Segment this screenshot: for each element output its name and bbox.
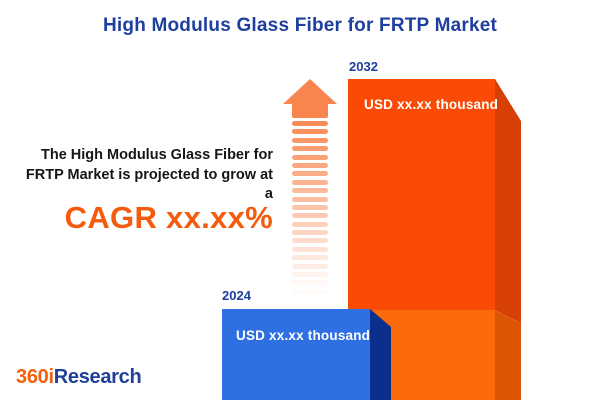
growth-arrow-dash [292, 280, 328, 286]
cagr-text: CAGR xx.xx% [64, 200, 273, 235]
growth-arrow-dash [292, 289, 328, 294]
growth-arrow-dash [292, 137, 328, 143]
bar-label-2024: 2024 [222, 288, 251, 303]
growth-arrow-dash [292, 154, 328, 160]
growth-arrow-stem [292, 102, 328, 118]
growth-arrow-dash [292, 196, 328, 202]
growth-arrow-dash [292, 121, 328, 126]
intro-text: The High Modulus Glass Fiber for FRTP Ma… [25, 147, 273, 202]
bar-value-2032: USD xx.xx thousand [364, 97, 499, 112]
bar-2032-side-upper [495, 79, 521, 323]
growth-arrow-dash [292, 171, 328, 177]
growth-arrow-dash [292, 221, 328, 227]
growth-arrow-dash [292, 230, 328, 236]
growth-arrow-dash [292, 146, 328, 152]
growth-arrow-dash [292, 204, 328, 210]
growth-arrow-dashes [292, 121, 328, 297]
growth-arrow-dash [292, 272, 328, 278]
bar-value-2024: USD xx.xx thousand [236, 328, 371, 343]
brand-logo: 360iResearch [16, 366, 142, 389]
bar-2024-side [370, 309, 391, 400]
growth-arrow-dash [292, 179, 328, 185]
growth-arrow-dash [292, 238, 328, 244]
logo-suffix: Research [53, 366, 142, 388]
growth-arrow-dash [292, 263, 328, 269]
growth-arrow-dash [292, 255, 328, 261]
growth-arrow-head-icon [283, 79, 337, 104]
logo-prefix: 360i [16, 366, 54, 388]
bar-label-2032: 2032 [349, 59, 378, 74]
bar-2032-side-lower [495, 310, 521, 400]
bar-2032-front-upper [348, 79, 495, 310]
growth-arrow-dash [292, 213, 328, 219]
growth-arrow-dash [292, 129, 328, 135]
page-title: High Modulus Glass Fiber for FRTP Market [102, 15, 498, 36]
growth-arrow-dash [292, 162, 328, 168]
growth-arrow-dash [292, 246, 328, 252]
growth-arrow-dash [292, 188, 328, 194]
bar-2024-front [222, 309, 370, 400]
